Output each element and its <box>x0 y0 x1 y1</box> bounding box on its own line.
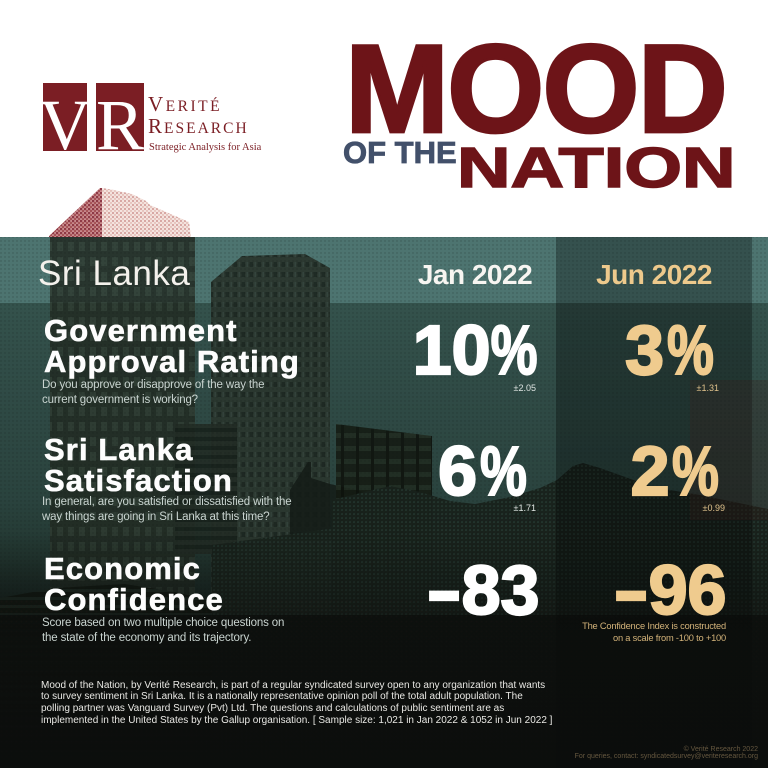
svg-text:VERITÉ: VERITÉ <box>148 92 222 116</box>
svg-text:Strategic Analysis for Asia: Strategic Analysis for Asia <box>149 142 262 153</box>
svg-text:V: V <box>39 85 91 165</box>
svg-text:RESEARCH: RESEARCH <box>148 114 249 138</box>
svg-text:R: R <box>96 85 144 165</box>
